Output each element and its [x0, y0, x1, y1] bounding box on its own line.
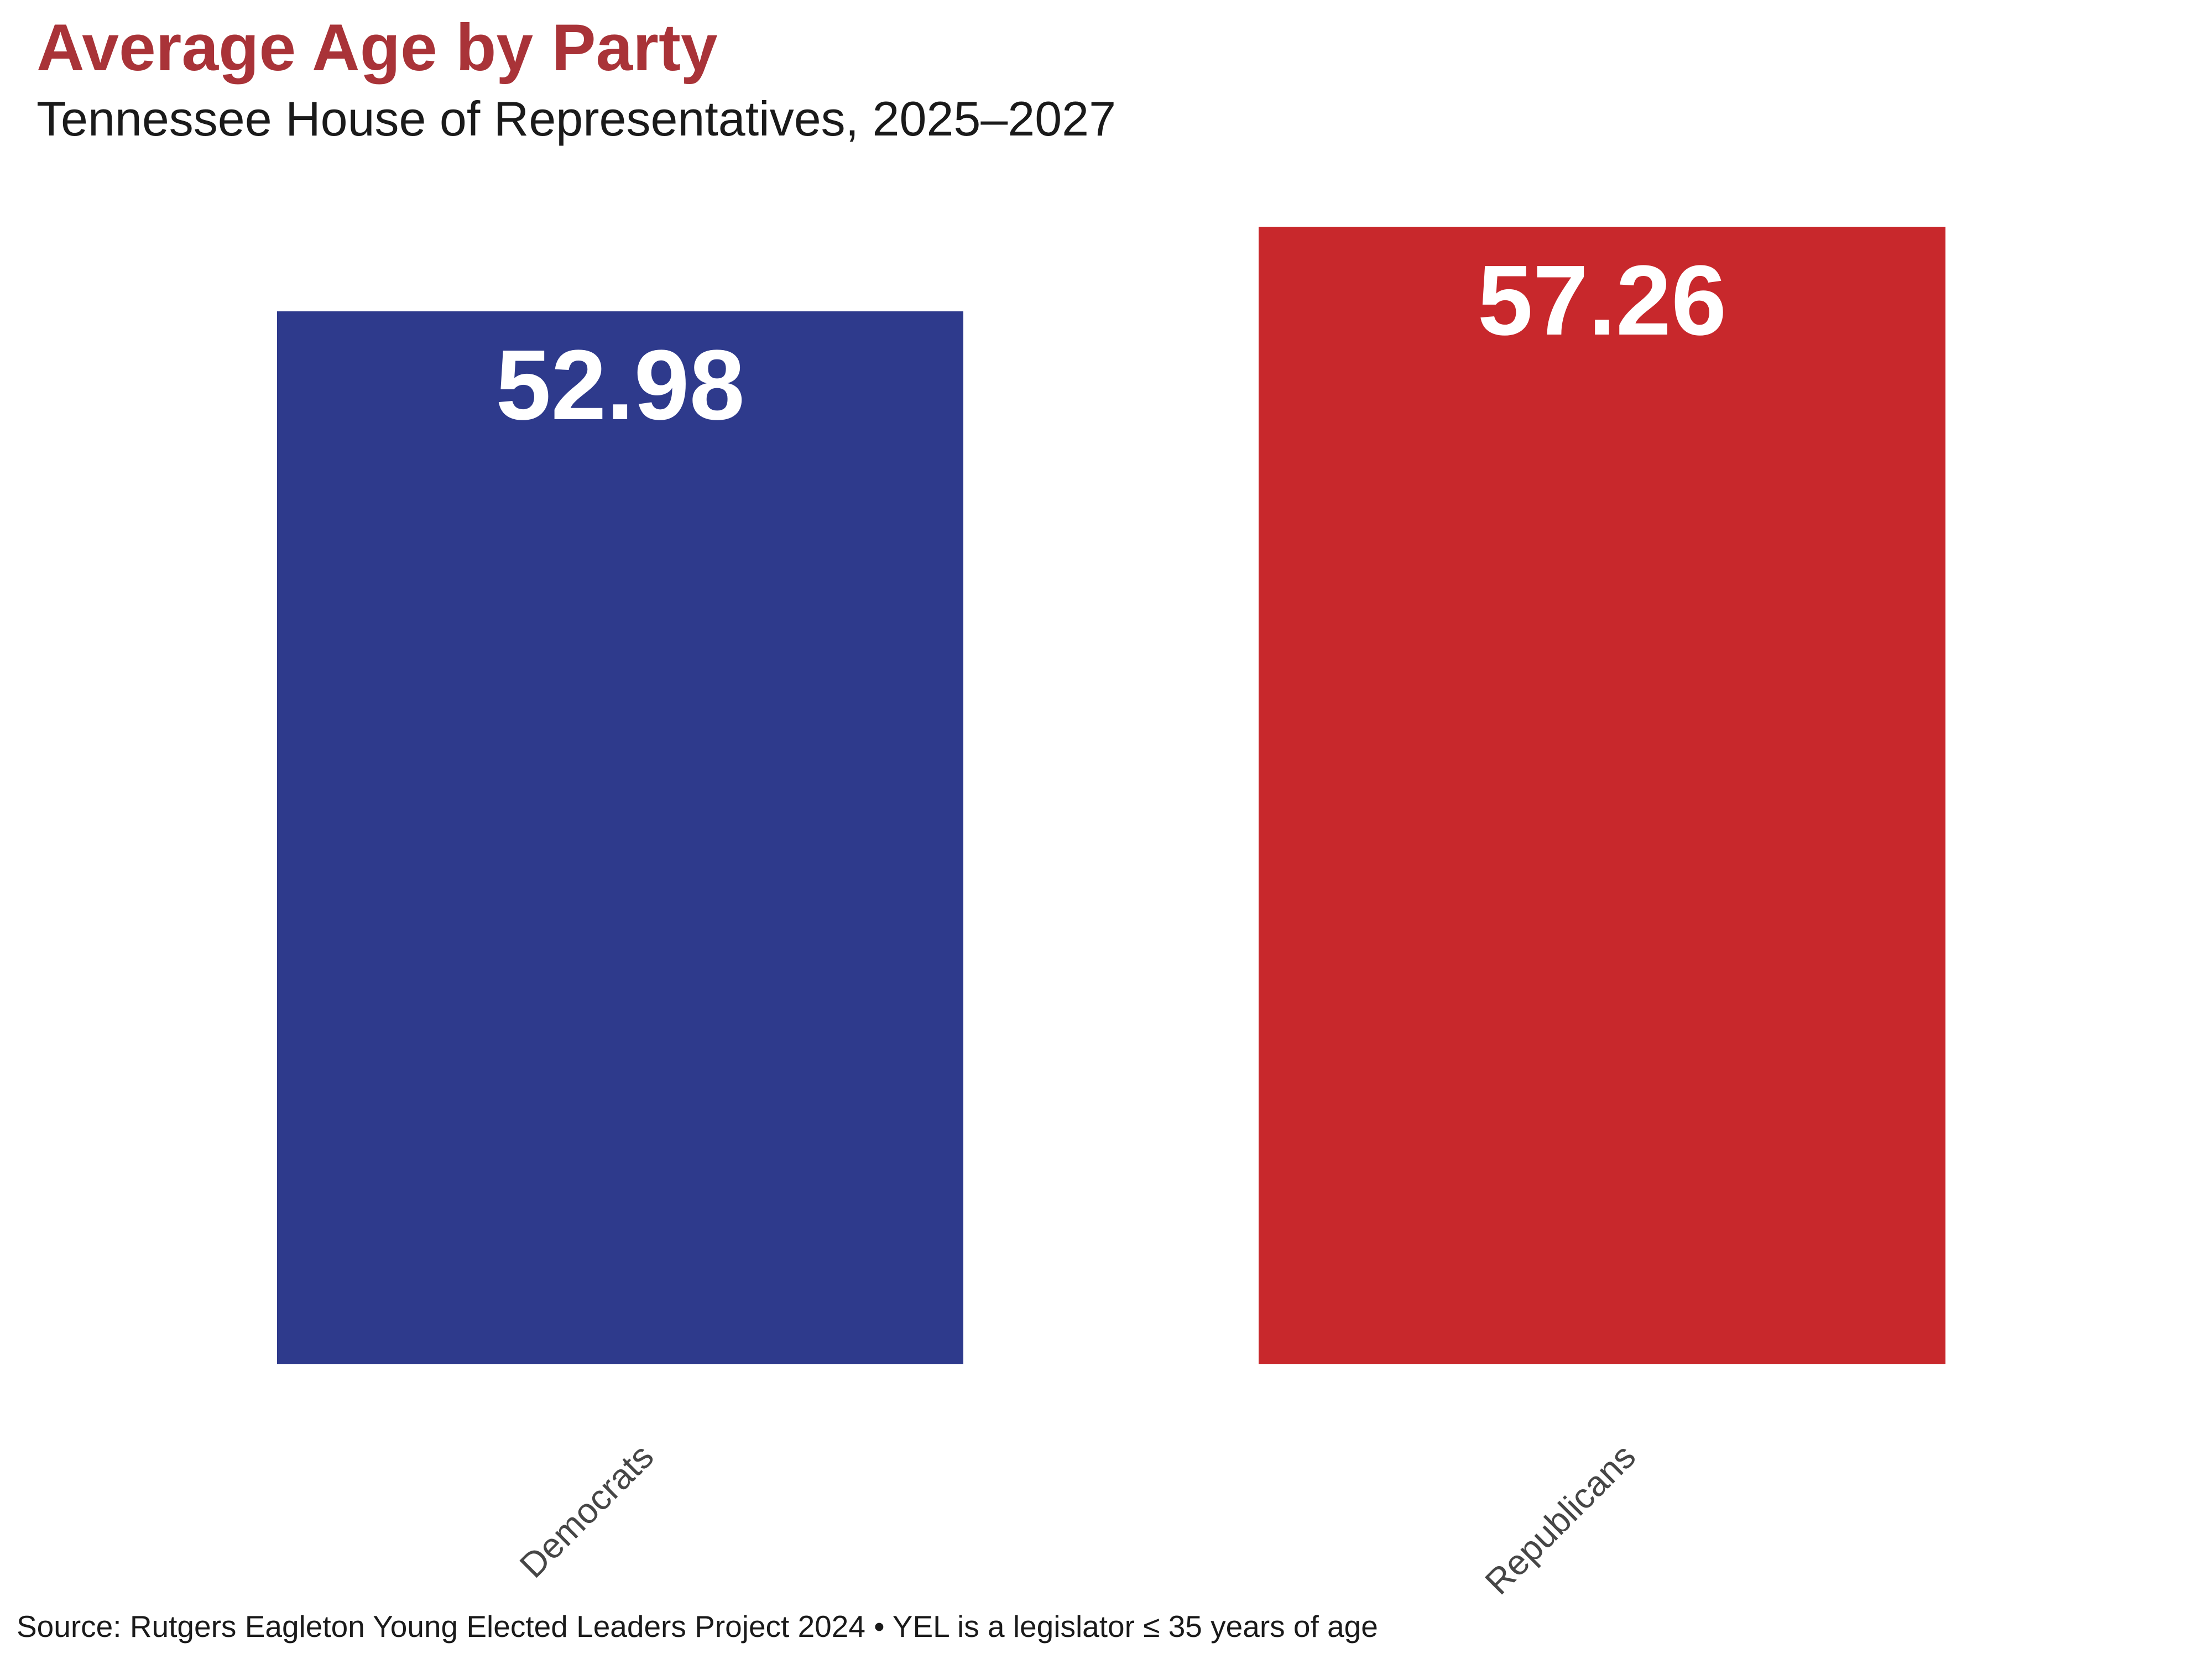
bar-value-republicans: 57.26	[1477, 245, 1727, 356]
bar-value-democrats: 52.98	[495, 330, 745, 441]
x-axis-label-republicans: Republicans	[1477, 1436, 1644, 1603]
source-note: Source: Rutgers Eagleton Young Elected L…	[17, 1609, 1378, 1644]
chart-subtitle: Tennessee House of Representatives, 2025…	[36, 91, 1117, 146]
bar-republicans: 57.26	[1259, 227, 1945, 1364]
bar-democrats: 52.98	[277, 311, 963, 1364]
x-axis-label-democrats: Democrats	[512, 1436, 661, 1585]
chart-title: Average Age by Party	[36, 11, 718, 85]
